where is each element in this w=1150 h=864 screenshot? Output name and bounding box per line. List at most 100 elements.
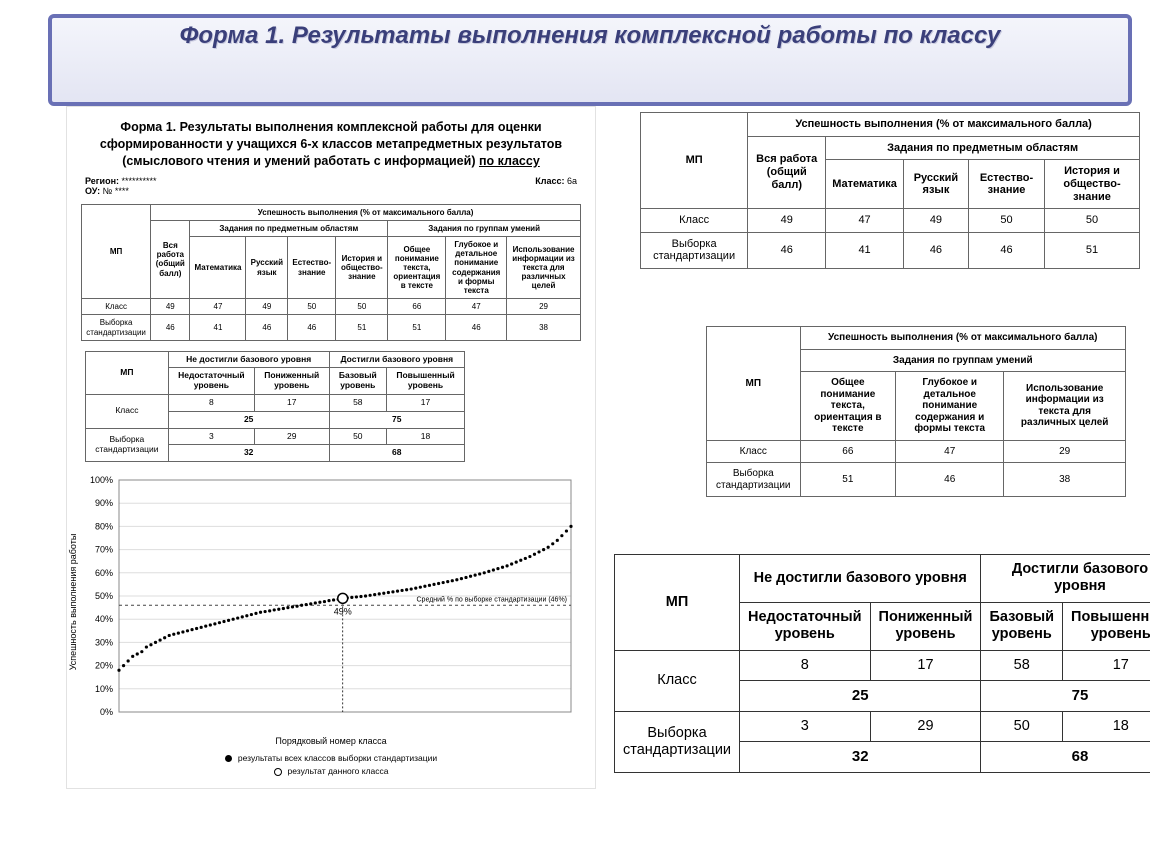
cell: 51 — [336, 315, 388, 340]
cell: 50 — [288, 299, 336, 315]
row-label: Выборка стандартизации — [707, 463, 801, 497]
row-label: Класс — [82, 299, 151, 315]
cell: 50 — [968, 209, 1044, 233]
mp-header: МП — [707, 327, 801, 441]
cell: 41 — [826, 232, 904, 268]
row-label: Выборка стандартизации — [82, 315, 151, 340]
right-table-skills: МП Успешность выполнения (% от максималь… — [706, 326, 1126, 507]
levels-table: МП Не достигли базового уровня Достигли … — [85, 351, 465, 462]
col: Повышенный уровень — [387, 368, 465, 395]
col: Естество-знание — [968, 160, 1044, 209]
cell: 47 — [446, 299, 507, 315]
cell: 46 — [968, 232, 1044, 268]
row-label: Класс — [86, 394, 169, 428]
cell: 51 — [1044, 232, 1139, 268]
subject-group-header: Задания по предметным областям — [826, 136, 1140, 160]
cell: 29 — [254, 428, 329, 445]
svg-text:49%: 49% — [334, 606, 352, 616]
table-row: Класс 49 47 49 50 50 — [641, 209, 1140, 233]
row-label: Выборка стандартизации — [615, 711, 740, 772]
col-skill2: Глубокое и детальное понимание содержани… — [446, 237, 507, 299]
legend-this: результат данного класса — [288, 766, 389, 776]
cell: 17 — [1063, 650, 1150, 680]
svg-text:0%: 0% — [100, 707, 113, 717]
cell: 18 — [387, 428, 465, 445]
cell: 17 — [387, 394, 465, 411]
dot-icon — [225, 755, 232, 762]
svg-text:80%: 80% — [95, 521, 113, 531]
mp-header: МП — [82, 204, 151, 299]
col: Общее понимание текста, ориентация в тек… — [800, 372, 896, 441]
percentile-chart: Успешность выполнения работы 0%10%20%30%… — [81, 472, 581, 732]
cell: 46 — [151, 315, 190, 340]
sum-not: 25 — [740, 680, 981, 711]
col: Использование информации из текста для р… — [1004, 372, 1126, 441]
main-results-table: МП Успешность выполнения (% от максималь… — [81, 204, 581, 341]
big-levels-table: МП Не достигли базового уровня Достигли … — [614, 554, 1150, 773]
cell: 41 — [190, 315, 246, 340]
col-math: Математика — [190, 237, 246, 299]
cell: 51 — [388, 315, 446, 340]
subject-group-header: Задания по предметным областям — [190, 220, 388, 236]
cell: 46 — [288, 315, 336, 340]
cell: 49 — [246, 299, 288, 315]
table-row: Выборка стандартизации 3 29 50 18 — [86, 428, 465, 445]
subtitle-underline: по классу — [479, 154, 540, 168]
class-label: Класс: — [535, 176, 564, 186]
sum-yes: 75 — [981, 680, 1150, 711]
cell: 58 — [329, 394, 386, 411]
table-row: Класс 49 47 49 50 50 66 47 29 — [82, 299, 581, 315]
cell: 18 — [1063, 711, 1150, 741]
svg-text:30%: 30% — [95, 637, 113, 647]
mp-header: МП — [86, 351, 169, 394]
sum-yes: 68 — [329, 445, 464, 462]
svg-text:70%: 70% — [95, 545, 113, 555]
skill-group-header: Задания по группам умений — [800, 349, 1125, 372]
table-row: Выборка стандартизации 3 29 50 18 — [615, 711, 1150, 741]
svg-text:60%: 60% — [95, 568, 113, 578]
table-row: Класс 66 47 29 — [707, 440, 1126, 463]
cell: 66 — [800, 440, 896, 463]
cell: 50 — [336, 299, 388, 315]
row-label: Класс — [707, 440, 801, 463]
cell: 50 — [329, 428, 386, 445]
region-block: Регион: ********** ОУ: № **** — [85, 176, 157, 196]
cell: 51 — [800, 463, 896, 497]
chart-x-label: Порядковый номер класса — [81, 736, 581, 746]
table-row: Выборка стандартизации 51 46 38 — [707, 463, 1126, 497]
col-hist: История и общество-знание — [336, 237, 388, 299]
row-label: Класс — [641, 209, 748, 233]
sum-yes: 68 — [981, 742, 1150, 773]
cell: 17 — [870, 650, 981, 680]
cell: 50 — [981, 711, 1063, 741]
cell: 3 — [168, 428, 254, 445]
cell: 29 — [870, 711, 981, 741]
col-skill1: Общее понимание текста, ориентация в тек… — [388, 237, 446, 299]
success-header: Успешность выполнения (% от максимальног… — [151, 204, 581, 220]
all-work-header: Вся работа (общий балл) — [748, 136, 826, 209]
cell: 58 — [981, 650, 1063, 680]
cell: 46 — [896, 463, 1004, 497]
col-sci: Естество-знание — [288, 237, 336, 299]
all-work-header: Вся работа (общий балл) — [151, 220, 190, 298]
cell: 66 — [388, 299, 446, 315]
col: Математика — [826, 160, 904, 209]
col: Пониженный уровень — [870, 602, 981, 650]
table-row: Выборка стандартизации 46 41 46 46 51 — [641, 232, 1140, 268]
col: Русский язык — [903, 160, 968, 209]
svg-text:10%: 10% — [95, 684, 113, 694]
cell: 3 — [740, 711, 871, 741]
col: Базовый уровень — [981, 602, 1063, 650]
page-title: Форма 1. Результаты выполнения комплексн… — [60, 20, 1120, 51]
legend-all: результаты всех классов выборки стандарт… — [238, 753, 437, 763]
table-row: Выборка стандартизации 46 41 46 46 51 51… — [82, 315, 581, 340]
mp-header: МП — [615, 555, 740, 651]
col: Глубокое и детальное понимание содержани… — [896, 372, 1004, 441]
yes-header: Достигли базового уровня — [329, 351, 464, 368]
cell: 47 — [826, 209, 904, 233]
sum-not: 25 — [168, 411, 329, 428]
cell: 29 — [1004, 440, 1126, 463]
sum-not: 32 — [168, 445, 329, 462]
row-label: Выборка стандартизации — [641, 232, 748, 268]
cell: 49 — [151, 299, 190, 315]
